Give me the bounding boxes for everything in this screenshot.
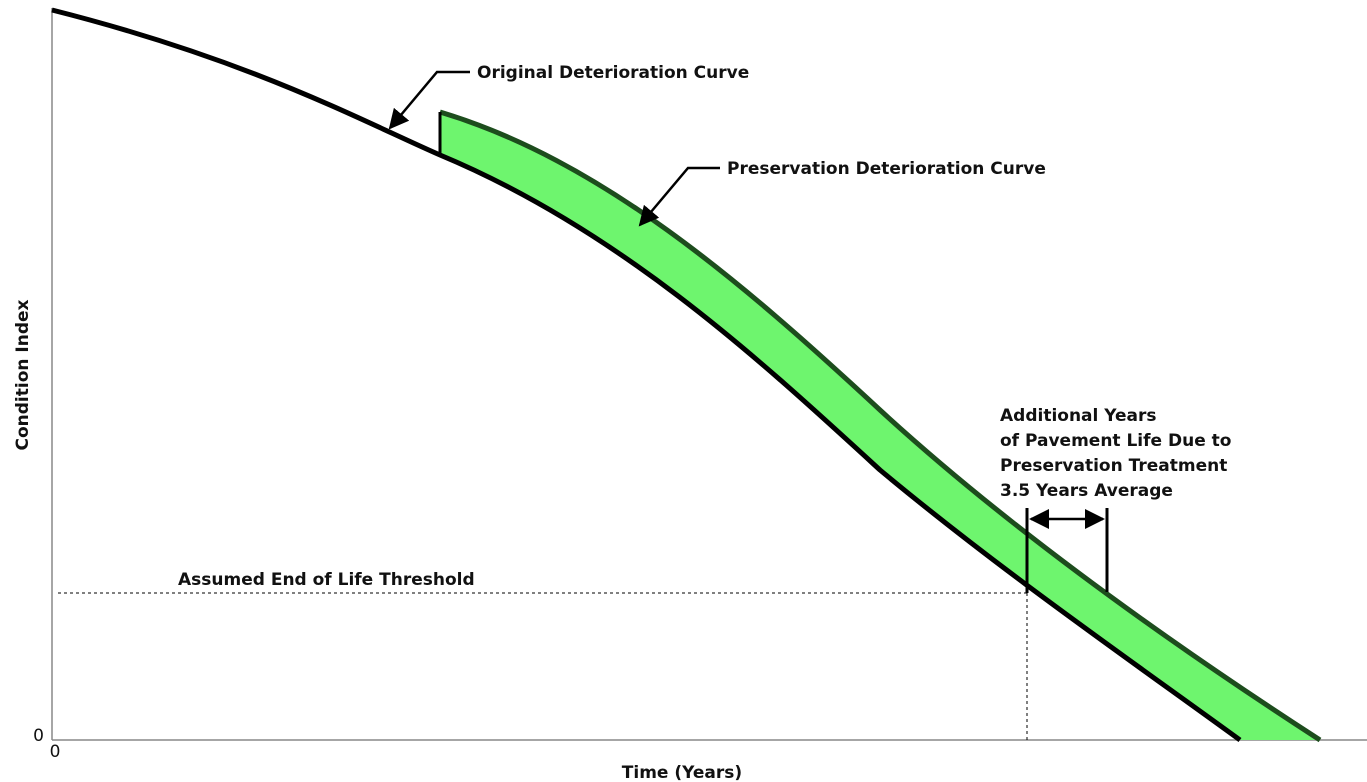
annotation: Additional Years — [1000, 406, 1157, 426]
leader-arrow — [388, 70, 470, 130]
annotation: of Pavement Life Due to — [1000, 431, 1231, 451]
x-tick-label: 0 — [50, 742, 61, 762]
annotation: Assumed End of Life Threshold — [178, 570, 475, 590]
annotation: 3.5 Years Average — [1000, 481, 1173, 501]
original-curve — [51, 7, 1242, 743]
annotation: Preservation Treatment — [1000, 456, 1227, 476]
annotation: Original Deterioration Curve — [477, 63, 749, 83]
preservation-curve — [439, 109, 1322, 743]
y-axis-label: Condition Index — [13, 299, 33, 450]
y-tick-label: 0 — [33, 726, 44, 746]
annotation: Preservation Deterioration Curve — [727, 159, 1046, 179]
preservation-area — [440, 112, 1320, 740]
x-axis-label: Time (Years) — [622, 763, 742, 782]
leader-arrow — [638, 166, 720, 227]
